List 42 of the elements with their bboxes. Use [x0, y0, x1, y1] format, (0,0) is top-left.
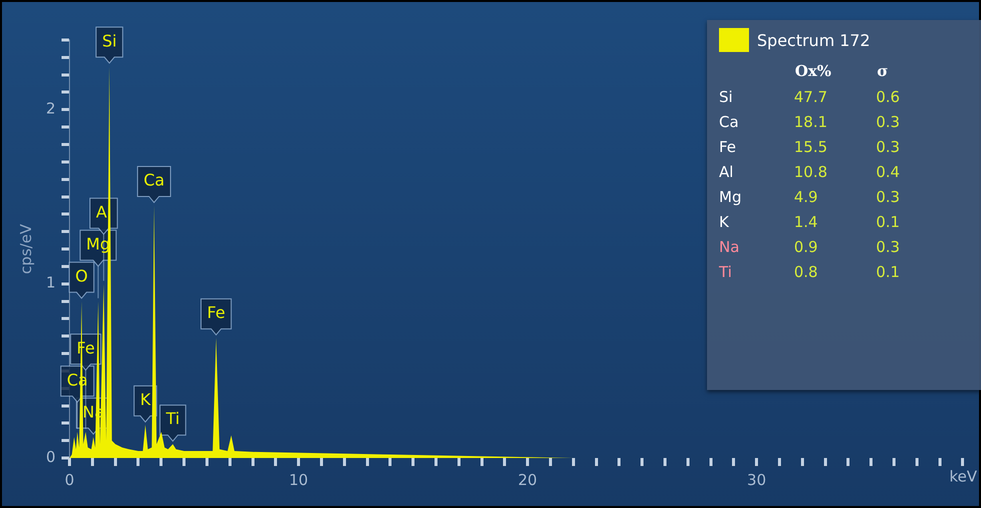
annotation: Ti [164, 409, 180, 428]
category-label: Mg [719, 186, 742, 208]
data-label: 0.4 [876, 162, 901, 182]
category-label: Ca [719, 112, 740, 132]
x-tick-label: 30 [747, 470, 766, 489]
data-label: 0.3 [876, 136, 901, 158]
data-label: 0.3 [876, 112, 901, 132]
data-label: 0.3 [876, 186, 901, 208]
y-tick-label: 0 [46, 448, 56, 466]
y-tick-label: 1 [46, 274, 56, 292]
category-label: Si [719, 86, 734, 108]
data-label: 4.9 [794, 186, 819, 208]
data-label: 0.3 [876, 236, 901, 258]
y-axis-title: cps/eV [16, 223, 35, 274]
category-label: K [719, 212, 730, 232]
data-label: 10.8 [794, 162, 828, 182]
series-label: Ox% [794, 61, 832, 82]
annotation: Si [102, 31, 117, 50]
text: Spectrum 172 [757, 30, 870, 50]
data-label: 0.1 [876, 212, 901, 232]
data-label: 0.1 [876, 262, 901, 282]
annotation: K [140, 390, 152, 410]
x-tick-label: 10 [289, 470, 308, 489]
category-label: Al [719, 162, 734, 182]
data-label: 0.9 [794, 236, 819, 258]
annotation: O [75, 266, 88, 286]
category-label: Na [719, 236, 740, 258]
annotation: Ca [144, 170, 165, 190]
x-axis-title: keV [949, 467, 978, 486]
data-label: 0.8 [794, 262, 819, 282]
data-label: 15.5 [794, 136, 828, 158]
text: σ [876, 61, 890, 82]
category-label: Fe [719, 136, 738, 158]
x-tick-label: 20 [518, 470, 538, 489]
data-label: 47.7 [794, 86, 828, 108]
data-label: 0.6 [876, 86, 901, 108]
data-label: 1.4 [794, 212, 819, 232]
data-label: 18.1 [794, 112, 828, 132]
x-tick-label: 0 [64, 470, 74, 489]
annotation: Fe [207, 302, 226, 322]
category-label: Ti [719, 262, 733, 282]
y-tick-label: 2 [46, 100, 56, 118]
